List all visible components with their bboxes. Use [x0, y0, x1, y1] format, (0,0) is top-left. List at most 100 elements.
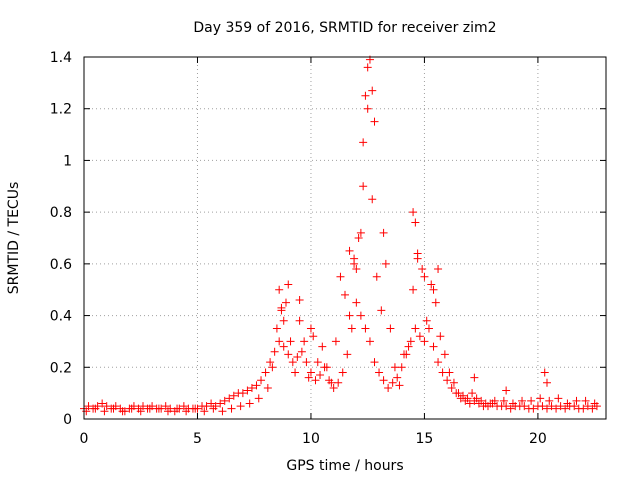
data-point [434, 358, 443, 367]
data-point [345, 246, 354, 255]
data-point [225, 394, 234, 403]
data-point [257, 376, 266, 385]
data-point [263, 383, 272, 392]
data-point [306, 368, 315, 377]
data-point [261, 368, 270, 377]
data-point [411, 218, 420, 227]
data-point [291, 368, 300, 377]
data-point [347, 324, 356, 333]
data-point [352, 265, 361, 274]
data-point [429, 342, 438, 351]
data-point [390, 363, 399, 372]
data-point [499, 396, 508, 405]
data-point [102, 402, 111, 411]
data-point [275, 337, 284, 346]
data-point [518, 396, 527, 405]
data-point [477, 396, 486, 405]
data-point [413, 249, 422, 258]
data-point [127, 404, 136, 413]
data-point [465, 399, 474, 408]
data-point [216, 399, 225, 408]
data-point [356, 228, 365, 237]
x-tick-label: 10 [302, 431, 320, 447]
data-point [445, 368, 454, 377]
x-tick-label: 20 [529, 431, 547, 447]
data-point [361, 324, 370, 333]
data-point [443, 376, 452, 385]
data-point [520, 402, 529, 411]
data-point [173, 404, 182, 413]
data-point [400, 350, 409, 359]
chart-title: Day 359 of 2016, SRMTID for receiver zim… [193, 20, 496, 36]
data-point [84, 402, 93, 411]
data-point [275, 285, 284, 294]
data-point [363, 104, 372, 113]
data-point [359, 182, 368, 191]
data-point [368, 195, 377, 204]
data-point [424, 324, 433, 333]
data-point [288, 358, 297, 367]
data-point [304, 373, 313, 382]
data-point [363, 63, 372, 72]
y-tick-label: 1 [63, 153, 72, 169]
data-point [420, 272, 429, 281]
data-point [590, 399, 599, 408]
data-point [284, 280, 293, 289]
x-tick-label: 15 [416, 431, 434, 447]
data-point [293, 352, 302, 361]
data-point [243, 386, 252, 395]
data-point [370, 117, 379, 126]
data-point [502, 386, 511, 395]
data-point [420, 337, 429, 346]
data-point [572, 396, 581, 405]
data-point [588, 404, 597, 413]
data-point [375, 368, 384, 377]
y-tick-label: 1.2 [50, 102, 72, 118]
data-point [438, 368, 447, 377]
data-point [279, 316, 288, 325]
axis-ticks: 0 5 10 15 20 0 0.2 0.4 0.6 0.8 1 1.2 1.4 [50, 50, 606, 447]
grid-lines [84, 57, 606, 419]
data-point [277, 303, 286, 312]
data-point [570, 402, 579, 411]
data-point [449, 378, 458, 387]
data-point [336, 272, 345, 281]
data-point [463, 394, 472, 403]
data-point [182, 407, 191, 416]
data-point [270, 347, 279, 356]
data-point [379, 376, 388, 385]
data-point [384, 383, 393, 392]
data-point [454, 389, 463, 398]
data-point [352, 298, 361, 307]
plot-frame [83, 56, 607, 420]
data-point [329, 383, 338, 392]
data-point [411, 324, 420, 333]
data-point [552, 404, 561, 413]
data-point [547, 402, 556, 411]
data-point [318, 342, 327, 351]
data-point [542, 378, 551, 387]
data-point [440, 350, 449, 359]
data-point [538, 402, 547, 411]
data-point [218, 407, 227, 416]
data-point [327, 378, 336, 387]
data-point [527, 396, 536, 405]
data-point [468, 389, 477, 398]
data-point [313, 358, 322, 367]
data-point [459, 391, 468, 400]
data-point [209, 404, 218, 413]
data-point [395, 381, 404, 390]
data-point [447, 383, 456, 392]
data-point [179, 402, 188, 411]
data-point [163, 407, 172, 416]
data-point [236, 402, 245, 411]
x-tick-label: 0 [80, 431, 89, 447]
data-point [388, 378, 397, 387]
data-point [361, 91, 370, 100]
data-point [281, 298, 290, 307]
data-point [284, 350, 293, 359]
data-point [540, 368, 549, 377]
data-point [252, 381, 261, 390]
data-point [579, 404, 588, 413]
data-point [506, 404, 515, 413]
